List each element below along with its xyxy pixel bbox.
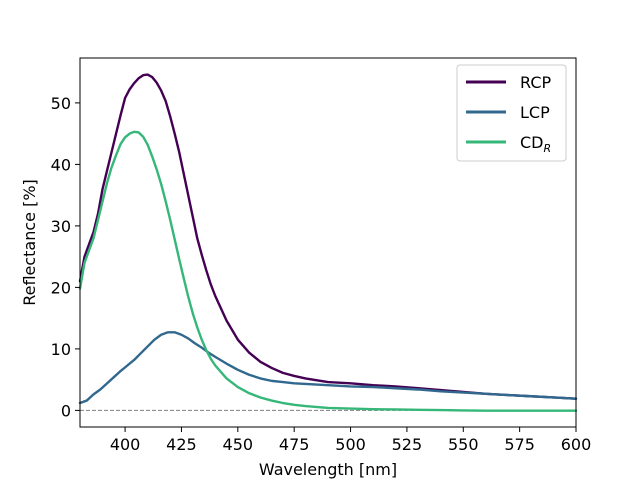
x-tick-label: 450 [223,435,254,454]
y-tick-label: 50 [51,94,71,113]
legend-label-rcp: RCP [520,73,551,92]
x-axis: 400 425 450 475 500 525 550 575 600 [110,427,591,454]
legend-label-lcp: LCP [520,103,550,122]
x-tick-label: 600 [561,435,592,454]
x-tick-label: 525 [392,435,423,454]
x-tick-label: 550 [448,435,479,454]
plot-frame [79,57,577,428]
legend-label-cdr: CDR [520,133,551,155]
legend-label-cdr-main: CD [520,133,544,152]
legend-label-cdr-subscript: R [544,142,552,155]
x-tick-label: 575 [504,435,535,454]
legend-box [456,64,567,162]
y-tick-label: 30 [51,217,71,236]
y-tick-label: 0 [61,401,71,420]
y-tick-label: 10 [51,340,71,359]
x-tick-label: 475 [279,435,310,454]
series-layer [78,73,578,412]
y-tick-label: 20 [51,278,71,297]
series-line-rcp [78,73,578,400]
x-tick-label: 500 [335,435,366,454]
y-axis-label: Reflectance [%] [20,179,39,306]
y-axis: 0 10 20 30 40 50 [51,94,80,420]
series-line-cdr [78,130,578,412]
x-tick-label: 400 [110,435,141,454]
series-line-lcp [78,331,578,405]
x-tick-label: 425 [166,435,197,454]
y-tick-label: 40 [51,155,71,174]
legend: RCP LCP CDR [456,64,567,162]
x-axis-label: Wavelength [nm] [259,460,397,479]
